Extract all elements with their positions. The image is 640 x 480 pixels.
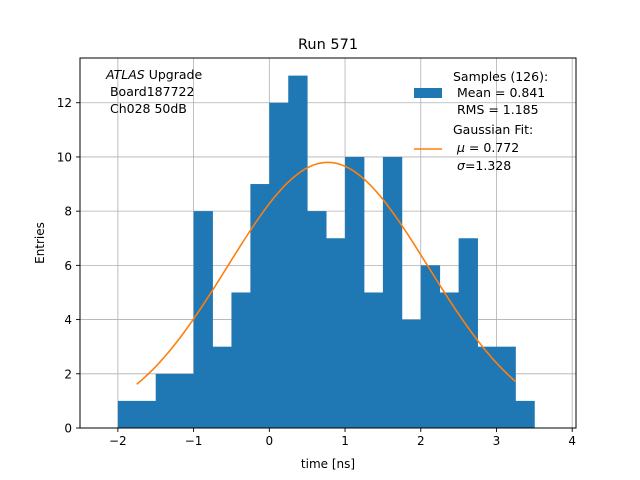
legend-mu-value: = 0.772: [465, 140, 519, 155]
x-tick-label: 3: [493, 434, 501, 448]
y-tick-label: 8: [64, 205, 72, 219]
legend-fit-title: Gaussian Fit:: [453, 122, 533, 137]
y-tick-label: 6: [64, 259, 72, 273]
legend-samples-rms: RMS = 1.185: [453, 102, 539, 117]
gaussian-fit: [136, 161, 516, 385]
x-tick-label: 0: [265, 434, 273, 448]
histogram-bar: [174, 373, 194, 428]
x-axis-label: time [ns]: [301, 457, 355, 471]
histogram-bar: [363, 292, 384, 428]
y-tick-label: 12: [57, 96, 72, 110]
y-tick-label: 4: [64, 313, 72, 327]
legend-fit-mu: μ = 0.772: [456, 140, 519, 155]
annotation-atlas: ATLAS: [105, 67, 145, 82]
y-tick-label: 0: [64, 422, 72, 436]
annotation-upgrade: Upgrade: [145, 67, 203, 82]
x-tick-label: 2: [417, 434, 425, 448]
histogram-bar: [212, 346, 232, 428]
histogram-bar: [269, 102, 289, 428]
histogram-bar: [439, 292, 460, 428]
y-axis-label: Entries: [33, 222, 47, 264]
fit-curve: [136, 161, 516, 385]
histogram-bar: [458, 238, 478, 428]
legend-fit-sigma: σ=1.328: [457, 158, 511, 173]
x-tick-label: −2: [109, 434, 127, 448]
histogram-bar: [307, 211, 327, 428]
annotation-channel: Ch028 50dB: [106, 101, 187, 116]
histogram-bar: [250, 184, 270, 428]
x-tick-label: 1: [341, 434, 349, 448]
histogram-bar: [382, 156, 403, 428]
histogram-bar: [326, 238, 346, 428]
y-tick-label: 2: [64, 367, 72, 381]
run-annotation: ATLAS Upgrade Board187722 Ch028 50dB: [105, 67, 202, 116]
histogram-bar: [117, 400, 138, 428]
histogram-bars: [117, 75, 535, 428]
legend-samples-mean: Mean = 0.841: [453, 85, 545, 100]
histogram-bar: [155, 373, 176, 428]
plot-frame: [79, 57, 577, 429]
histogram-bar: [515, 400, 535, 428]
histogram-bar: [193, 211, 213, 428]
histogram-bar: [345, 156, 365, 428]
annotation-line-1: ATLAS Upgrade: [105, 67, 202, 82]
legend-mu-symbol: μ: [456, 140, 465, 155]
histogram-bar: [477, 346, 497, 428]
chart-title: Run 571: [298, 37, 358, 53]
y-axis-ticks: 0 2 4 6 8 10 12: [57, 96, 80, 436]
histogram-bar: [288, 75, 308, 428]
histogram-bar: [420, 265, 441, 428]
y-tick-label: 10: [57, 150, 72, 164]
annotation-board: Board187722: [106, 84, 194, 99]
histogram-bar: [231, 292, 251, 428]
legend-sigma-symbol: σ: [457, 158, 466, 173]
histogram-bar: [496, 346, 516, 428]
legend-samples-title: Samples (126):: [453, 69, 548, 84]
x-tick-label: 4: [568, 434, 576, 448]
histogram-bar: [136, 400, 157, 428]
x-tick-label: −1: [185, 434, 203, 448]
legend: Samples (126): Mean = 0.841 RMS = 1.185 …: [414, 69, 548, 173]
legend-sigma-value: =1.328: [465, 158, 511, 173]
legend-samples-swatch: [414, 88, 442, 98]
x-axis-ticks: −2 −1 0 1 2 3 4: [109, 428, 576, 448]
histogram-bar: [401, 319, 422, 428]
